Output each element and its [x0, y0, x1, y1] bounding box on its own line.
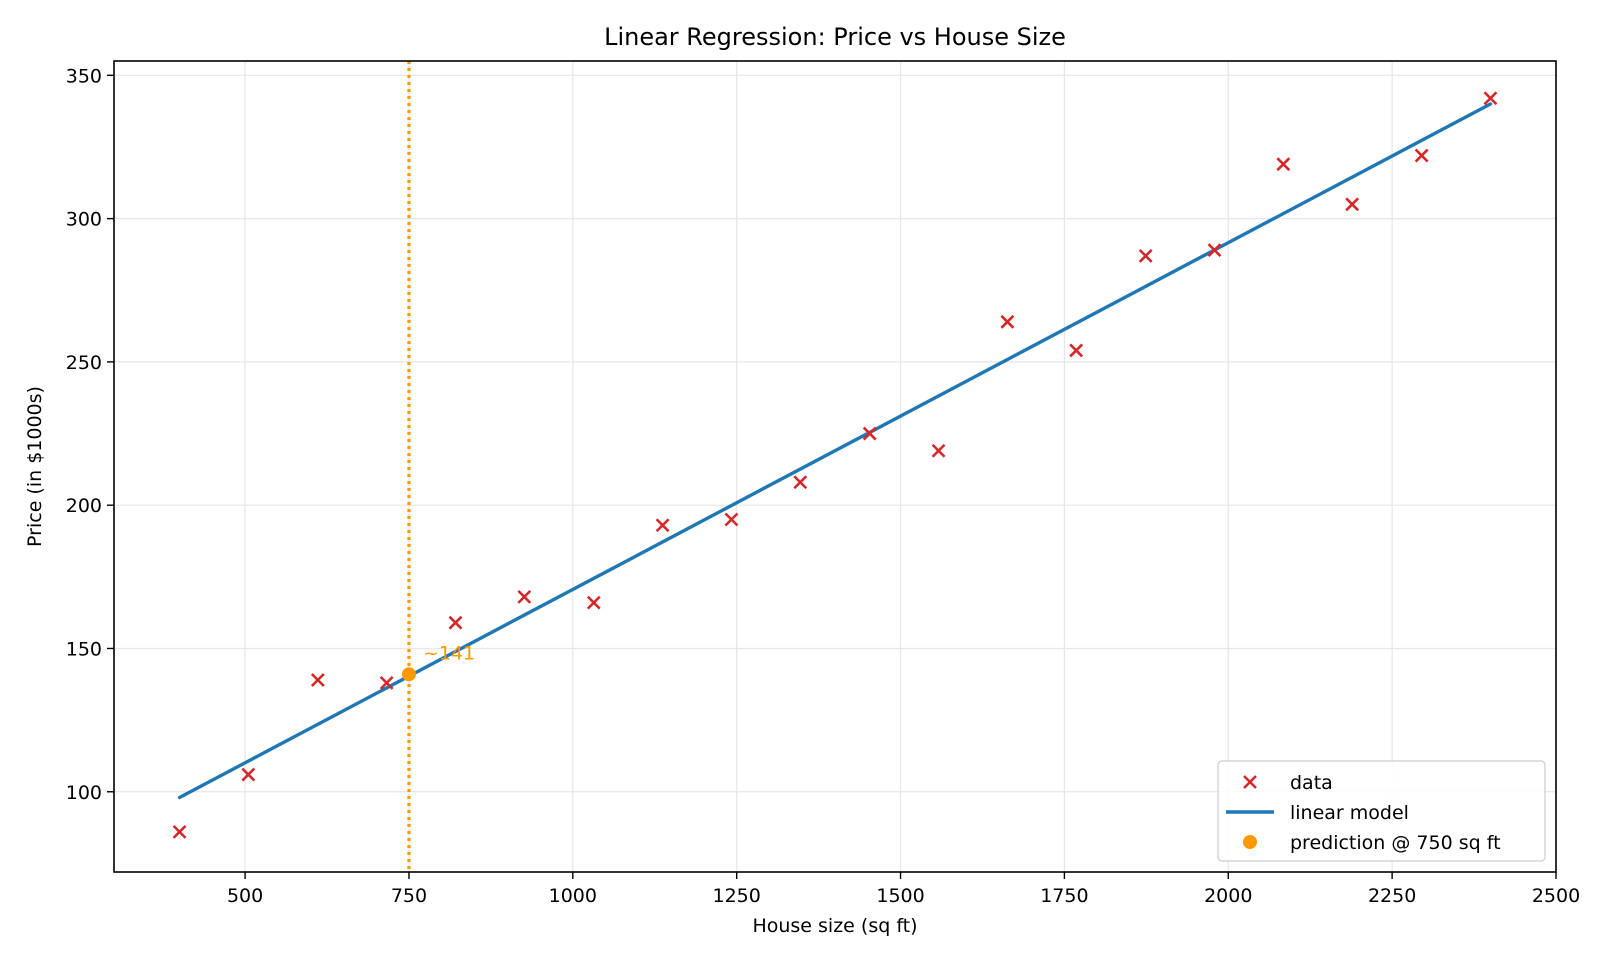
data-point-stroke [793, 475, 808, 490]
y-tick-label: 150 [66, 638, 102, 660]
linear-model-line [177, 102, 1493, 800]
data-point [724, 512, 739, 527]
linear-model-group [177, 102, 1493, 800]
data-point-stroke [931, 443, 946, 458]
x-tick-label: 2000 [1204, 885, 1252, 907]
chart-title: Linear Regression: Price vs House Size [604, 23, 1066, 51]
data-point-stroke [448, 615, 463, 630]
x-tick-label: 1250 [713, 885, 761, 907]
data-point [793, 475, 808, 490]
data-point-stroke [1207, 243, 1222, 258]
data-point [1276, 157, 1291, 172]
y-tick-label: 100 [66, 782, 102, 804]
legend-data-marker [1243, 775, 1257, 789]
data-point-stroke [1276, 157, 1291, 172]
x-tick-label: 1750 [1040, 885, 1088, 907]
legend-box [1217, 760, 1546, 862]
data-point [448, 615, 463, 630]
y-tick-label: 200 [66, 495, 102, 517]
data-point-stroke [655, 518, 670, 533]
y-tick-label: 350 [66, 65, 102, 87]
data-point [931, 443, 946, 458]
data-point [1414, 148, 1429, 163]
x-tick-label: 500 [227, 885, 263, 907]
data-point-stroke [172, 824, 187, 839]
data-point-stroke [1138, 248, 1153, 263]
data-point [862, 426, 877, 441]
legend-label: linear model [1290, 802, 1409, 824]
x-tick-label: 2250 [1368, 885, 1416, 907]
data-point-stroke [1414, 148, 1429, 163]
data-point [1483, 91, 1498, 106]
data-point [1207, 243, 1222, 258]
data-point [517, 589, 532, 604]
prediction-group: ~141 [401, 642, 475, 682]
legend-label: prediction @ 750 sq ft [1290, 832, 1501, 854]
data-point [172, 824, 187, 839]
legend-prediction-marker [1243, 835, 1257, 849]
data-points-group [172, 91, 1498, 839]
data-point-stroke [724, 512, 739, 527]
data-point [1069, 343, 1084, 358]
data-point [1138, 248, 1153, 263]
data-point-stroke [379, 675, 394, 690]
data-point [379, 675, 394, 690]
legend-marker-stroke [1243, 775, 1257, 789]
x-tick-label: 1000 [549, 885, 597, 907]
data-point-stroke [517, 589, 532, 604]
data-point-stroke [1345, 197, 1360, 212]
x-axis-label: House size (sq ft) [752, 915, 917, 937]
data-point [1000, 314, 1015, 329]
y-tick-label: 300 [66, 209, 102, 231]
data-point-stroke [310, 673, 325, 687]
y-axis-ticks: 100 150 200 250 300 350 [66, 65, 114, 804]
x-tick-label: 2500 [1532, 885, 1580, 907]
data-point [655, 518, 670, 533]
data-point-stroke [1000, 314, 1015, 329]
prediction-annotation: ~141 [423, 642, 475, 664]
x-tick-label: 1500 [876, 885, 924, 907]
data-point-stroke [241, 767, 256, 782]
data-point [586, 595, 601, 610]
prediction-point [401, 667, 416, 682]
legend-label: data [1290, 772, 1333, 794]
plot-frame [113, 60, 1557, 873]
data-point [310, 673, 325, 687]
data-point-stroke [1069, 343, 1084, 358]
y-axis-label: Price (in $1000s) [24, 386, 46, 547]
data-point [241, 767, 256, 782]
data-point-stroke [586, 595, 601, 610]
x-tick-label: 750 [391, 885, 427, 907]
data-point [1345, 197, 1360, 212]
y-tick-label: 250 [66, 352, 102, 374]
x-axis-ticks: 500 750 1000 1250 1500 1750 2000 2250 2500 [227, 872, 1580, 907]
data-point-stroke [862, 426, 877, 441]
data-point-stroke [1483, 91, 1498, 106]
legend: data linear model prediction @ 750 sq ft [1217, 760, 1546, 862]
